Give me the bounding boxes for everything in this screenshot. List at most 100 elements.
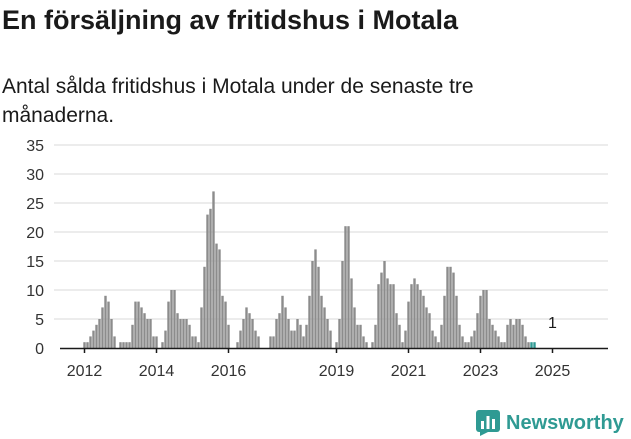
bar bbox=[281, 295, 284, 348]
x-tick-label: 2023 bbox=[463, 363, 499, 380]
bar bbox=[488, 319, 491, 348]
bar bbox=[320, 295, 323, 348]
bar bbox=[305, 324, 308, 348]
bar bbox=[482, 290, 485, 348]
grid-lines bbox=[54, 144, 608, 320]
bar bbox=[239, 330, 242, 348]
annotations: 1 bbox=[548, 315, 557, 332]
bar bbox=[314, 249, 317, 348]
bar bbox=[284, 307, 287, 348]
bar bbox=[110, 319, 113, 348]
newsworthy-logo: Newsworthy bbox=[476, 408, 624, 438]
bar bbox=[188, 324, 191, 348]
bar bbox=[317, 266, 320, 348]
bar bbox=[287, 319, 290, 348]
bar bbox=[395, 313, 398, 348]
bar bbox=[383, 261, 386, 348]
bar bbox=[170, 290, 173, 348]
bar bbox=[107, 301, 110, 348]
bar bbox=[386, 278, 389, 348]
bar bbox=[173, 290, 176, 348]
y-tick-label: 0 bbox=[35, 341, 44, 358]
bar bbox=[278, 313, 281, 348]
bar bbox=[302, 336, 305, 348]
bar bbox=[104, 295, 107, 348]
last-value-label: 1 bbox=[548, 315, 557, 332]
bar bbox=[359, 324, 362, 348]
bar bbox=[227, 324, 230, 348]
bar bbox=[431, 330, 434, 348]
bar bbox=[206, 214, 209, 348]
bar bbox=[419, 290, 422, 348]
bar bbox=[254, 330, 257, 348]
bar bbox=[137, 301, 140, 348]
bar bbox=[533, 342, 536, 348]
bar bbox=[167, 301, 170, 348]
bar bbox=[467, 342, 470, 348]
bar bbox=[443, 295, 446, 348]
y-tick-label: 20 bbox=[26, 225, 44, 242]
bar bbox=[83, 342, 86, 348]
bar bbox=[512, 324, 515, 348]
bar bbox=[458, 324, 461, 348]
bar bbox=[356, 324, 359, 348]
bar bbox=[344, 226, 347, 348]
bar bbox=[215, 243, 218, 348]
bar bbox=[329, 330, 332, 348]
bar bbox=[446, 266, 449, 348]
bar bbox=[89, 336, 92, 348]
y-tick-label: 35 bbox=[26, 138, 44, 155]
x-tick-label: 2012 bbox=[67, 363, 103, 380]
bar bbox=[473, 330, 476, 348]
bar bbox=[455, 295, 458, 348]
y-tick-label: 30 bbox=[26, 167, 44, 184]
bar bbox=[470, 336, 473, 348]
bar bbox=[161, 342, 164, 348]
newsworthy-logo-icon bbox=[476, 410, 500, 436]
bar bbox=[494, 330, 497, 348]
y-tick-label: 10 bbox=[26, 283, 44, 300]
bar bbox=[506, 324, 509, 348]
bar bbox=[479, 295, 482, 348]
bar bbox=[257, 336, 260, 348]
bar bbox=[326, 319, 329, 348]
bar bbox=[86, 342, 89, 348]
bar bbox=[497, 336, 500, 348]
bar bbox=[350, 278, 353, 348]
bar bbox=[143, 313, 146, 348]
bar bbox=[122, 342, 125, 348]
x-axis: 2012 2014 2016 2019 2021 2023 2025 bbox=[60, 347, 608, 380]
bar bbox=[524, 336, 527, 348]
x-tick-label: 2016 bbox=[211, 363, 247, 380]
bar bbox=[410, 284, 413, 348]
bar bbox=[113, 336, 116, 348]
bar bbox=[500, 342, 503, 348]
bar bbox=[461, 336, 464, 348]
bar bbox=[392, 284, 395, 348]
bar bbox=[251, 319, 254, 348]
bar bbox=[452, 272, 455, 348]
bar bbox=[437, 342, 440, 348]
bar bbox=[140, 307, 143, 348]
bar bbox=[434, 336, 437, 348]
bar bbox=[236, 342, 239, 348]
bar bbox=[347, 226, 350, 348]
bar bbox=[209, 208, 212, 348]
y-axis-ticks: 0 5 10 15 20 25 30 35 bbox=[26, 138, 44, 358]
bar bbox=[518, 319, 521, 348]
bar bbox=[296, 319, 299, 348]
bar bbox=[152, 336, 155, 348]
bar bbox=[380, 272, 383, 348]
bar bbox=[338, 319, 341, 348]
bar bbox=[371, 342, 374, 348]
bar bbox=[362, 336, 365, 348]
chart-title: En försäljning av fritidshus i Motala bbox=[2, 5, 459, 35]
bar bbox=[527, 342, 530, 348]
bar bbox=[272, 336, 275, 348]
bar bbox=[182, 319, 185, 348]
bars bbox=[83, 191, 536, 348]
bar bbox=[248, 313, 251, 348]
bar bbox=[155, 336, 158, 348]
bar bbox=[311, 261, 314, 348]
